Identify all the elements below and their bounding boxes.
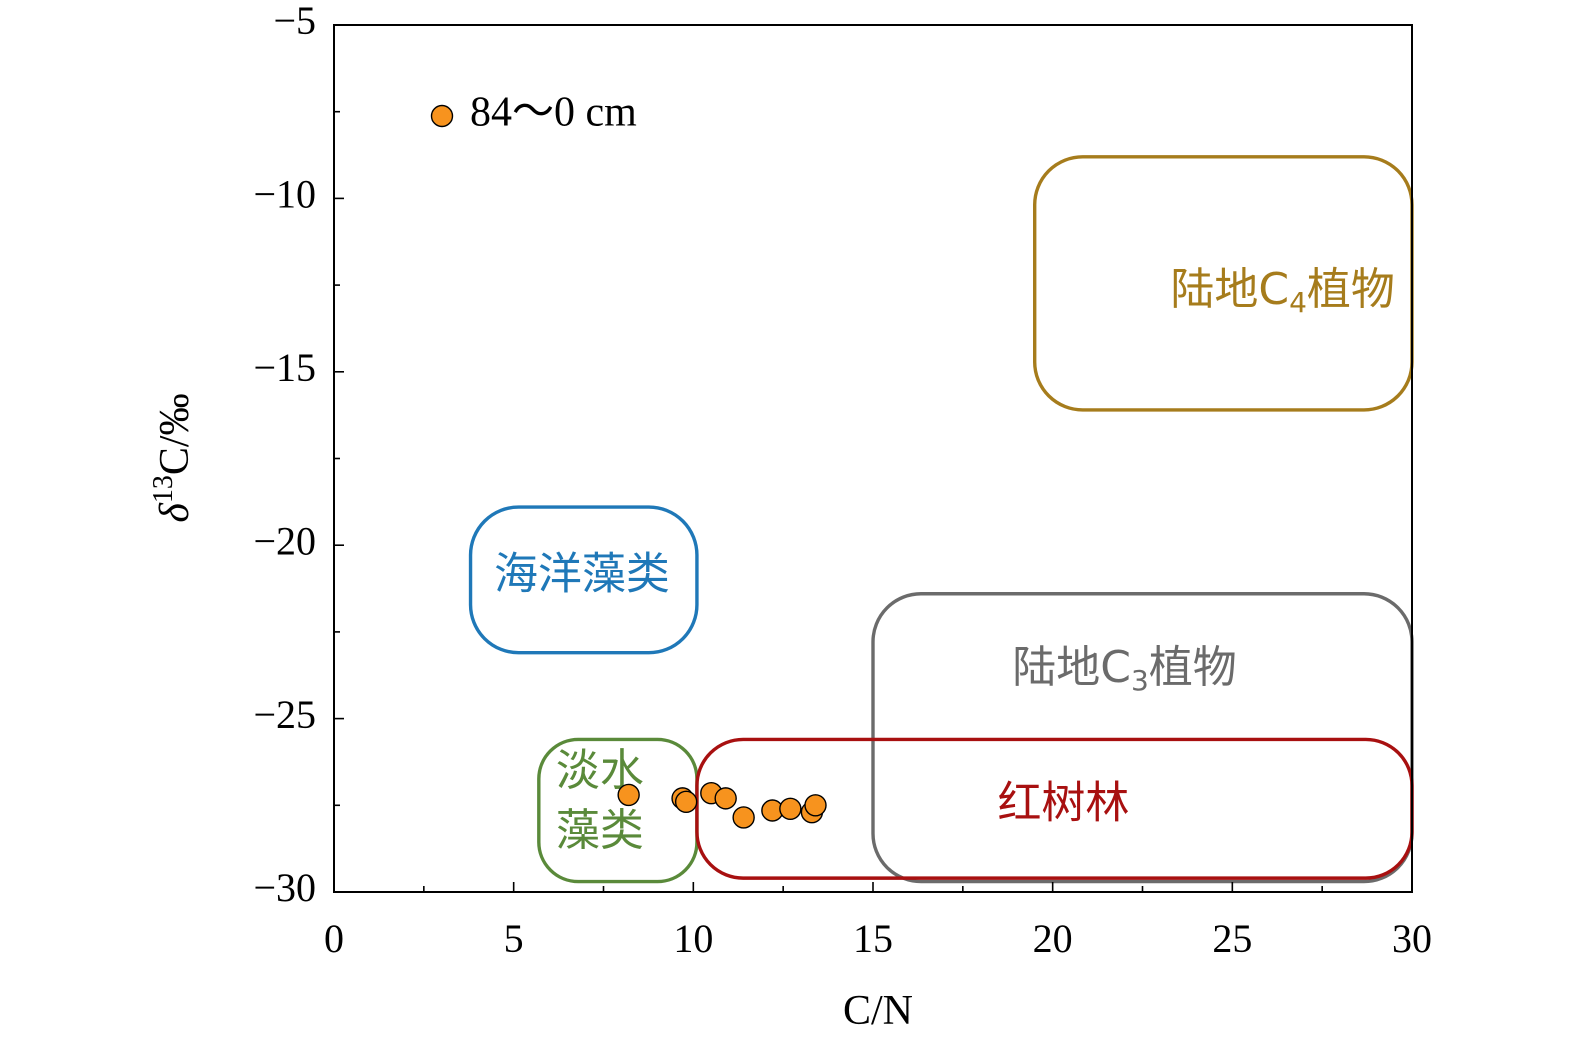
legend: 84～0 cm xyxy=(430,90,637,136)
y-tick-label: −30 xyxy=(253,865,316,910)
x-tick-label: 25 xyxy=(1212,916,1252,961)
y-axis-title: δ13C/‰ xyxy=(148,393,198,522)
region-label-mangrove: 红树林 xyxy=(997,777,1129,828)
data-point xyxy=(714,787,737,810)
x-tick-label: 10 xyxy=(673,916,713,961)
y-tick-label: −5 xyxy=(273,0,316,43)
y-tick-label: −25 xyxy=(253,692,316,737)
region-marine-algae xyxy=(468,505,699,655)
x-tick-label: 0 xyxy=(324,916,344,961)
region-label-freshwater-algae: 淡水藻类 xyxy=(556,745,644,856)
x-axis-title: C/N xyxy=(843,988,913,1034)
region-terrestrial-c3 xyxy=(871,592,1414,884)
legend-label: 84～0 cm xyxy=(470,90,637,136)
x-tick-label: 30 xyxy=(1392,916,1432,961)
data-point xyxy=(804,794,827,817)
x-tick-label: 15 xyxy=(853,916,893,961)
axes: 0 5 10 15 20 25 30 −30 −25 −20 −15 −10 −5 C/N δ13C/‰ xyxy=(148,0,1432,1034)
y-tick-label: −10 xyxy=(253,172,316,217)
data-point xyxy=(779,797,802,820)
region-label-terrestrial-c4: 陆地C4植物 xyxy=(1170,264,1395,319)
region-label-terrestrial-c3: 陆地C3植物 xyxy=(1012,642,1237,697)
x-tick-label: 5 xyxy=(504,916,524,961)
region-label-marine-algae: 海洋藻类 xyxy=(494,548,670,599)
data-point xyxy=(674,790,698,814)
data-point xyxy=(617,783,640,807)
y-tick-label: −15 xyxy=(253,345,316,390)
data-points xyxy=(617,781,827,829)
x-tick-label: 20 xyxy=(1033,916,1073,961)
data-point xyxy=(732,806,755,829)
y-tick-label: −20 xyxy=(253,518,316,563)
legend-marker xyxy=(430,104,454,128)
